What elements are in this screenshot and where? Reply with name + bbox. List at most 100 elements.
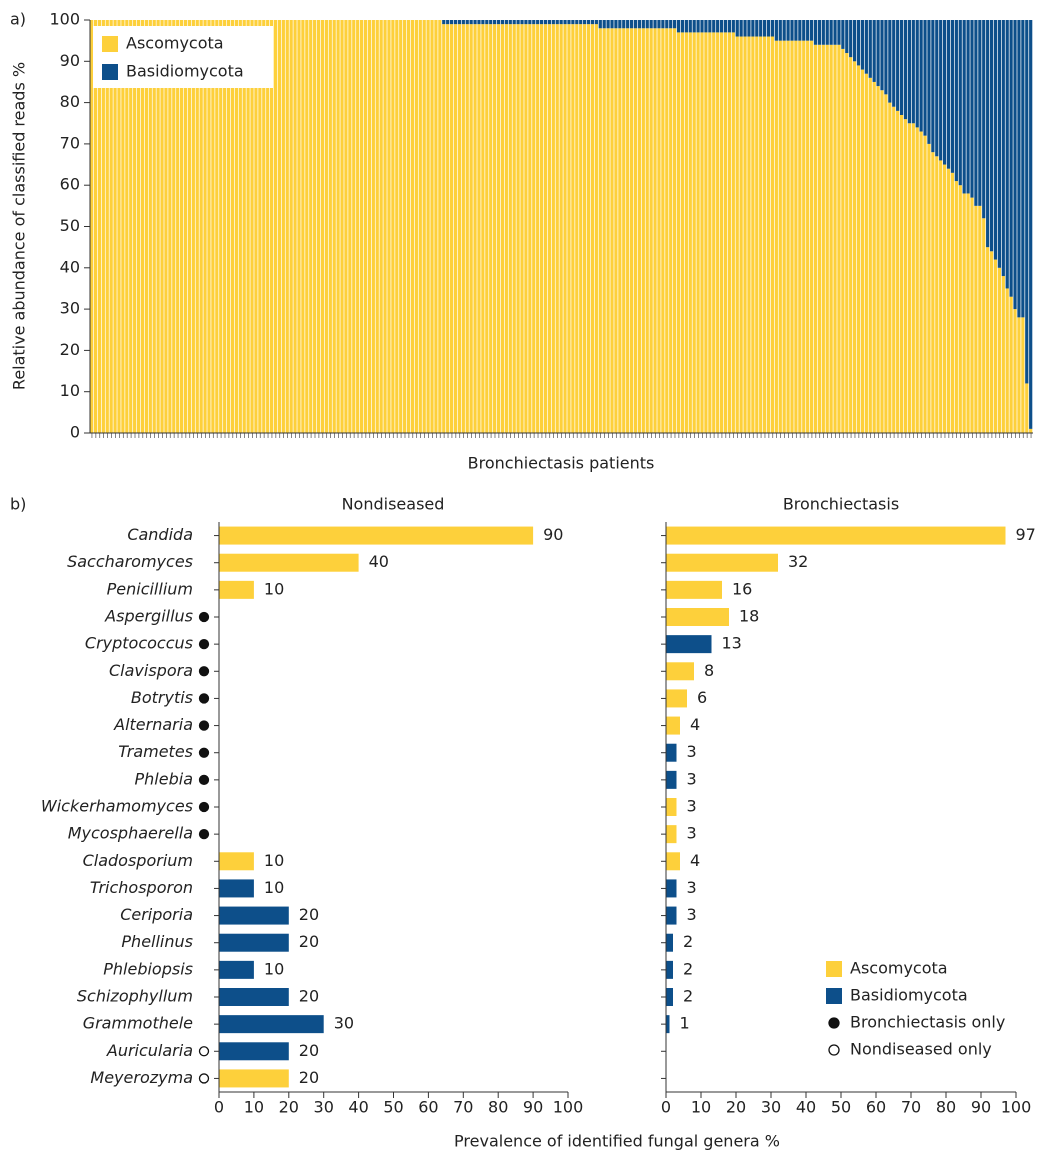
bar-segment bbox=[626, 28, 630, 433]
bar-segment bbox=[841, 20, 845, 49]
bar-segment bbox=[520, 20, 524, 25]
bar-segment bbox=[469, 20, 473, 25]
bar-segment bbox=[633, 28, 638, 433]
bar-segment bbox=[982, 20, 986, 219]
bar bbox=[219, 852, 254, 871]
bar-segment bbox=[778, 20, 782, 41]
bar-segment bbox=[743, 36, 747, 434]
category-label: Candida bbox=[127, 525, 193, 544]
bar-segment bbox=[1001, 276, 1005, 433]
bar-segment bbox=[766, 36, 771, 434]
bar-segment bbox=[755, 20, 759, 37]
bar-segment bbox=[465, 24, 469, 433]
bar-segment bbox=[637, 20, 642, 29]
bar-segment bbox=[755, 36, 759, 434]
bar-segment bbox=[653, 20, 657, 29]
bar-segment bbox=[708, 32, 712, 433]
bar-segment bbox=[1013, 309, 1017, 433]
bar-segment bbox=[571, 24, 575, 433]
y-tick-label: 50 bbox=[60, 216, 80, 235]
bar-segment bbox=[230, 20, 235, 433]
bar-segment bbox=[403, 20, 407, 433]
bar-segment bbox=[328, 20, 332, 433]
bar-segment bbox=[716, 32, 720, 433]
bar-segment bbox=[571, 20, 575, 25]
bar-segment bbox=[716, 20, 720, 33]
bar-segment bbox=[911, 20, 915, 124]
bar-segment bbox=[434, 20, 438, 433]
bar-segment bbox=[414, 20, 418, 433]
x-tick-label: 10 bbox=[691, 1098, 711, 1117]
bar-segment bbox=[868, 77, 872, 433]
bar-segment bbox=[575, 20, 579, 25]
bar-segment bbox=[829, 20, 833, 45]
bar bbox=[666, 526, 1006, 545]
bar bbox=[666, 689, 687, 708]
value-label: 4 bbox=[690, 715, 700, 734]
bar-segment bbox=[563, 20, 567, 25]
group-marker bbox=[198, 828, 210, 840]
bar-segment bbox=[583, 24, 587, 433]
bar-segment bbox=[833, 44, 837, 433]
bar-segment bbox=[449, 20, 454, 25]
bar-segment bbox=[489, 24, 493, 433]
bar-segment bbox=[226, 20, 231, 433]
group-marker bbox=[198, 611, 210, 623]
bar-segment bbox=[211, 20, 215, 433]
category-label: Clavispora bbox=[109, 661, 193, 680]
bar-segment bbox=[622, 28, 626, 433]
bar-segment bbox=[579, 24, 583, 433]
value-label: 20 bbox=[299, 1068, 319, 1087]
bar-segment bbox=[520, 24, 524, 433]
bar-segment bbox=[457, 20, 462, 25]
bar-segment bbox=[849, 57, 853, 434]
bar-segment bbox=[763, 36, 767, 434]
bar-segment bbox=[496, 20, 501, 25]
value-label: 3 bbox=[687, 797, 697, 816]
bar-segment bbox=[297, 20, 301, 433]
bar-segment bbox=[868, 20, 872, 78]
bar-segment bbox=[943, 164, 947, 434]
bar-segment bbox=[856, 20, 861, 66]
x-tick-label: 10 bbox=[244, 1098, 264, 1117]
bar-segment bbox=[133, 20, 137, 433]
value-label: 6 bbox=[697, 688, 707, 707]
value-label: 20 bbox=[299, 905, 319, 924]
x-tick-label: 20 bbox=[726, 1098, 746, 1117]
bar-segment bbox=[723, 20, 728, 33]
bar-segment bbox=[555, 20, 559, 25]
bar-segment bbox=[516, 20, 520, 25]
value-label: 20 bbox=[299, 987, 319, 1006]
bar bbox=[219, 1069, 289, 1088]
bar-segment bbox=[500, 20, 505, 25]
bar-segment bbox=[982, 218, 986, 433]
bar-segment bbox=[997, 267, 1001, 433]
bar-segment bbox=[688, 32, 692, 433]
bar-segment bbox=[766, 20, 771, 37]
bar-segment bbox=[191, 20, 195, 433]
bar-segment bbox=[770, 20, 775, 37]
y-tick-label: 40 bbox=[60, 257, 80, 276]
bar-segment bbox=[731, 20, 735, 33]
bar-segment bbox=[524, 20, 528, 25]
group-marker bbox=[198, 666, 210, 677]
bar-segment bbox=[735, 20, 739, 37]
value-label: 3 bbox=[687, 742, 697, 761]
bar-segment bbox=[833, 20, 837, 45]
bar-segment bbox=[704, 20, 708, 33]
bar bbox=[219, 933, 289, 952]
bar-segment bbox=[238, 20, 242, 433]
bar-segment bbox=[896, 20, 900, 111]
bar-segment bbox=[140, 20, 145, 433]
bar-segment bbox=[680, 20, 685, 33]
bar-segment bbox=[469, 24, 473, 433]
bar-segment bbox=[790, 40, 794, 434]
bar-segment bbox=[649, 28, 653, 433]
value-label: 3 bbox=[687, 878, 697, 897]
bar-segment bbox=[708, 20, 712, 33]
bar-segment bbox=[884, 20, 888, 95]
bar-segment bbox=[856, 65, 861, 434]
bar bbox=[666, 825, 677, 844]
bar-segment bbox=[610, 20, 614, 29]
bar-segment bbox=[837, 20, 841, 45]
